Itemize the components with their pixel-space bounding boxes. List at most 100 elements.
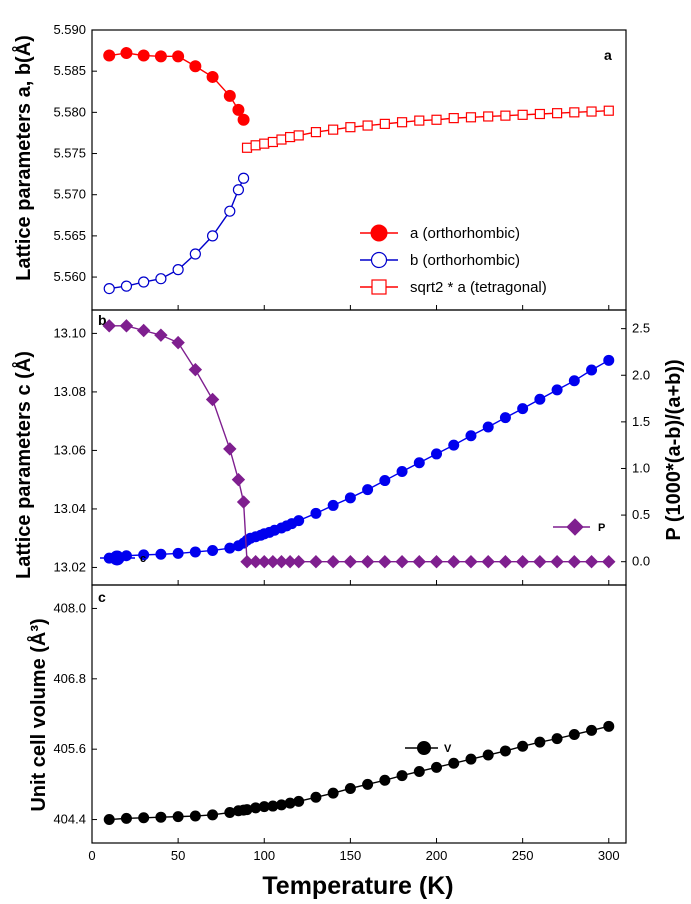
panel-b-series-1-point <box>429 554 444 569</box>
panel-b-series-0-point <box>155 548 167 560</box>
panel-a-series-0-line <box>109 52 245 121</box>
panel-a-series-2-point <box>267 136 278 148</box>
panel-a-series-0-point <box>189 60 202 73</box>
panel-b-series-1-point <box>136 323 151 338</box>
panel-a-series-2-point <box>276 134 287 145</box>
panel-c-series-0-point <box>344 782 356 794</box>
legend-b-p-marker <box>566 518 584 536</box>
panel-a-series-2-point <box>362 120 373 131</box>
panel-a-series-0-point <box>172 50 185 63</box>
legend-a-0-label: a (orthorhombic) <box>410 225 520 242</box>
panel-b-series-0-point <box>517 403 529 415</box>
panel-c-series-0-point <box>413 765 425 777</box>
panel-a-series-2-point <box>483 111 494 122</box>
panel-b-series-1-point <box>205 392 220 407</box>
panel-a-series-0-point <box>154 50 167 63</box>
panel-b-series-1-point <box>171 335 185 350</box>
panel-a-series-2-point <box>431 114 442 125</box>
panel-c-series-0-point <box>189 810 201 822</box>
panel-c-letter: c <box>98 589 106 605</box>
axis-ticks: 5.560 5.565 5.570 5.575 5.580 5.585 5.590 13.02… <box>53 22 650 863</box>
legend-a-1-label: b (orthorhombic) <box>410 252 520 269</box>
panel-c-series-0-point <box>155 811 167 823</box>
panel-a-series-2-point <box>345 122 356 133</box>
panel-a-series-1 <box>103 172 250 295</box>
panel-c-series-0-point <box>172 811 184 823</box>
panel-b-right-y-tick-label: 1.0 <box>632 460 650 475</box>
panel-c-series-0-point <box>103 814 115 826</box>
panel-b-series-1-point <box>154 328 168 342</box>
panel-a-y-axis-label: Lattice parameters a, b(Å) <box>11 35 35 281</box>
panel-a-series-2-point <box>241 142 253 153</box>
panel-c-series-0-point <box>448 757 460 769</box>
panel-a-series-2-point <box>569 107 580 118</box>
legend-b-c-marker <box>109 550 125 566</box>
legend-a-2-marker <box>371 279 387 295</box>
panel-c-frame <box>91 584 627 844</box>
panel-b-right-y-axis-label: P (1000*(a-b)/(a+b)) <box>663 359 685 540</box>
panel-a-series-0-point <box>237 113 250 126</box>
panel-a-series-2-point <box>284 131 296 143</box>
panel-a-series-0-point <box>206 70 219 83</box>
legend-b-p-label: P <box>598 522 605 534</box>
panel-b-series-0-point <box>534 393 546 405</box>
panel-c-series-0-point <box>534 736 546 748</box>
panel-a-series-1-point <box>103 282 115 295</box>
x-tick-label: 100 <box>253 848 275 863</box>
panel-b-series-1-point <box>102 319 116 333</box>
panel-b-series-0-point <box>379 475 391 487</box>
panel-b-y-axis-label: Lattice parameters c (Å) <box>11 351 35 579</box>
panel-a-series-2-point <box>517 109 528 120</box>
panel-c-series-0-point <box>568 729 580 741</box>
panel-a-series-1-point <box>206 230 219 242</box>
panel-c-series-0-point <box>603 720 615 732</box>
panel-b-series-1-point <box>395 554 409 569</box>
panel-a-series-0-point <box>137 49 150 62</box>
panel-b-series-1-line <box>109 325 609 563</box>
legend-c-v-label: V <box>444 743 452 755</box>
panel-c-series-0-point <box>396 770 408 782</box>
panel-b-series-1-point <box>378 554 392 569</box>
panel-a-y-tick-label: 5.570 <box>53 187 86 202</box>
panel-a-series-1-point <box>138 276 150 288</box>
x-tick-label: 200 <box>426 848 448 863</box>
panel-a-series-1-point <box>189 248 201 260</box>
panel-a-series-2-point <box>259 138 270 149</box>
panel-c-series-0-point <box>482 749 494 761</box>
panel-a-series-2-point <box>293 130 304 141</box>
panel-b-series-0-point <box>396 465 408 477</box>
panel-b-series-0-point <box>207 544 219 556</box>
panel-c-y-tick-label: 404.4 <box>53 812 86 827</box>
panel-b-series-0-point <box>586 364 598 376</box>
x-tick-label: 150 <box>340 848 362 863</box>
panel-c-series-0-point <box>310 791 322 803</box>
legends: a (orthorhombic) b (orthorhombic) sqrt2 * … <box>100 224 605 755</box>
panel-a-series-0-point <box>223 89 236 102</box>
panel-b-series-0-line <box>109 359 610 559</box>
panel-b-series-0-point <box>431 448 443 460</box>
panel-b-series-1-point <box>360 554 375 569</box>
panel-a-series-1-point <box>120 280 133 292</box>
panel-b-series-1-point <box>343 554 358 569</box>
x-axis-label: Temperature (K) <box>262 872 453 900</box>
panel-a-series-1-point <box>172 264 184 276</box>
panel-c-series-0-point <box>293 795 305 807</box>
panel-b-frame <box>91 309 627 586</box>
panel-b-series-1-point <box>481 554 495 569</box>
panel-c-series-0-point <box>327 787 339 799</box>
panel-b-y-tick-label: 13.10 <box>53 325 86 340</box>
panel-a-series-2-point <box>500 110 511 121</box>
panel-b-series-1-point <box>236 495 251 509</box>
panel-a-series-2-point <box>250 140 261 151</box>
legend-a-0-marker <box>370 224 388 242</box>
panel-c-series-0-point <box>431 761 443 773</box>
panel-a-series-1-point <box>232 184 245 196</box>
x-tick-label: 300 <box>598 848 620 863</box>
panel-a-series-1-point <box>237 172 250 184</box>
panel-c-series-0-point <box>379 774 391 786</box>
panel-b-series-0-point <box>482 421 494 433</box>
panel-b-series-1-point <box>326 554 340 569</box>
panel-a-series-2-point <box>379 118 390 129</box>
panel-b-y-tick-label: 13.04 <box>53 501 86 516</box>
legend-c-v-marker <box>417 741 431 755</box>
